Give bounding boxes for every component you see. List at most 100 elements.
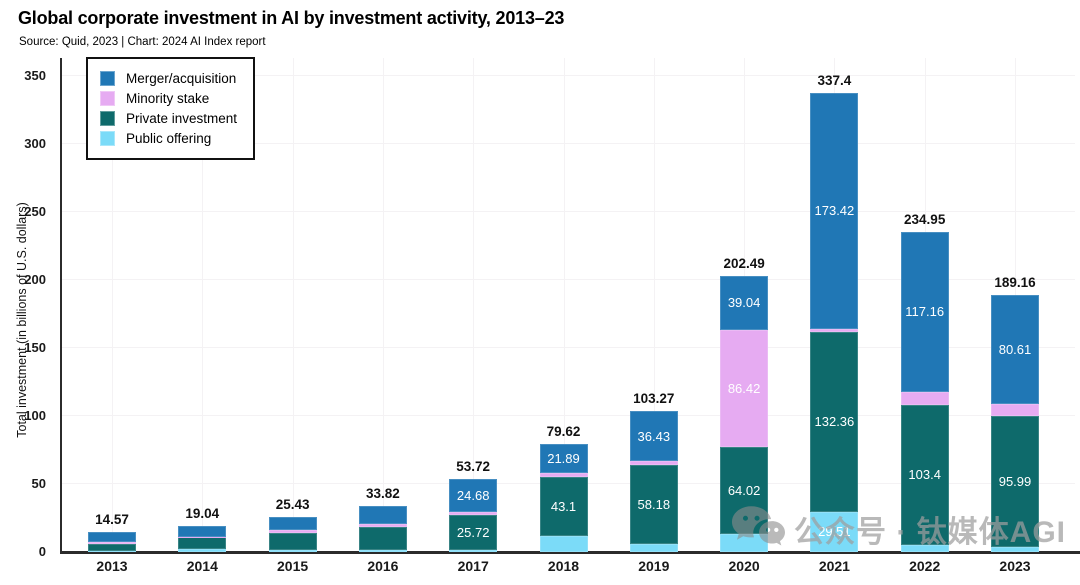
segment-value-label: 173.42	[814, 203, 855, 219]
x-tick-label: 2018	[547, 558, 580, 574]
bar-segment-private-investment: 103.4	[900, 404, 949, 546]
bar-segment-minority-stake	[88, 541, 136, 544]
gridline-vertical	[202, 58, 204, 552]
y-axis-line	[60, 58, 62, 552]
bar-segment-merger-acquisition	[178, 526, 227, 537]
legend-swatch	[100, 91, 115, 106]
y-tick-label: 250	[24, 203, 46, 219]
bar-segment-public-offering	[88, 550, 136, 552]
bar-segment-minority-stake	[268, 530, 317, 533]
bar-total-label: 14.57	[95, 512, 129, 528]
y-tick-label: 200	[24, 271, 46, 287]
gridline-horizontal	[62, 210, 1075, 212]
watermark-text: 公众号 · 钛媒体AGI	[794, 515, 1066, 549]
legend-item-minority-stake: Minority stake	[100, 90, 237, 107]
gridline-horizontal	[62, 414, 1075, 416]
x-tick-label: 2013	[96, 558, 128, 574]
bar-segment-minority-stake	[991, 404, 1039, 417]
segment-value-label: 21.89	[547, 451, 580, 467]
bar-segment-private-investment: 25.72	[449, 514, 498, 550]
bar-segment-merger-acquisition: 173.42	[810, 92, 859, 329]
bar-segment-private-investment: 58.18	[629, 465, 678, 545]
gridline-vertical	[563, 58, 565, 552]
legend-item-public-offering: Public offering	[100, 130, 237, 147]
bar-segment-public-offering: 29.51	[810, 511, 859, 552]
gridline-horizontal	[62, 142, 1075, 144]
segment-value-label: 29.51	[818, 524, 851, 540]
y-tick-label: 150	[24, 339, 46, 355]
bar-segment-private-investment: 95.99	[991, 416, 1039, 547]
legend-swatch	[100, 111, 115, 126]
bar-total-label: 53.72	[456, 458, 491, 474]
segment-value-label: 86.42	[727, 380, 761, 396]
bar-segment-minority-stake	[358, 523, 407, 527]
legend: Merger/acquisition Minority stake Private …	[86, 57, 256, 160]
bar-segment-public-offering	[539, 536, 588, 552]
bar-segment-merger-acquisition: 80.61	[991, 294, 1039, 405]
bar-total-label: 79.62	[546, 423, 581, 439]
x-axis-line	[60, 551, 1080, 554]
segment-value-label: 39.04	[727, 295, 761, 311]
bar-segment-merger-acquisition	[268, 517, 317, 531]
x-tick-label: 2017	[457, 558, 489, 574]
segment-value-label: 36.43	[637, 428, 671, 444]
bar-segment-merger-acquisition	[88, 532, 136, 542]
segment-value-label: 24.68	[456, 488, 490, 504]
x-axis-ticks: 2013 2014 2015 2016 2017 2018 2019 2020 2021 2022…	[62, 558, 1075, 580]
segment-value-label: 95.99	[998, 473, 1032, 489]
segment-value-label: 25.72	[456, 524, 490, 540]
bar-segment-private-investment	[88, 543, 136, 551]
plot-area: 14.57 19.04 25.43 33.82 25.72 24.68 53.72 43.1 2…	[60, 58, 1080, 554]
x-tick-label: 2019	[638, 558, 670, 574]
y-tick-label: 0	[38, 544, 46, 559]
bar-total-label: 189.16	[994, 274, 1036, 290]
bar-total-label: 25.43	[275, 497, 310, 513]
legend-item-merger-acquisition: Merger/acquisition	[100, 70, 237, 87]
segment-value-label: 43.1	[550, 499, 577, 515]
bar-total-label: 19.04	[185, 506, 220, 522]
gridline-horizontal	[62, 278, 1075, 280]
bar-total-label: 234.95	[904, 212, 946, 228]
x-tick-label: 2015	[277, 558, 309, 574]
y-tick-label: 350	[24, 67, 46, 83]
bar-segment-merger-acquisition: 39.04	[720, 276, 769, 330]
gridline-vertical	[382, 58, 384, 552]
bar-segment-merger-acquisition: 21.89	[539, 443, 588, 474]
legend-label: Merger/acquisition	[126, 71, 237, 86]
bar-total-label: 202.49	[723, 256, 765, 272]
x-tick-label: 2021	[818, 558, 850, 574]
bar-segment-minority-stake	[539, 473, 588, 478]
bar-segment-private-investment	[358, 526, 407, 550]
bar-segment-public-offering	[449, 549, 498, 552]
x-tick-label: 2014	[186, 558, 218, 574]
bar-segment-minority-stake	[629, 461, 678, 466]
bar-segment-merger-acquisition	[358, 505, 407, 524]
bar-segment-merger-acquisition: 117.16	[900, 232, 949, 392]
legend-swatch	[100, 131, 115, 146]
watermark: 公众号 · 钛媒体AGI	[731, 504, 1066, 553]
bar-segment-minority-stake: 86.42	[720, 329, 769, 448]
segment-value-label: 80.61	[998, 341, 1032, 357]
bar-segment-public-offering	[900, 545, 949, 552]
wechat-icon	[731, 504, 785, 553]
x-tick-label: 2022	[909, 558, 941, 574]
y-tick-label: 100	[24, 407, 46, 423]
bar-segment-minority-stake	[810, 328, 859, 332]
bar-segment-private-investment	[178, 536, 227, 549]
legend-label: Public offering	[126, 131, 212, 146]
segment-value-label: 58.18	[637, 497, 671, 513]
bar-segment-public-offering	[629, 544, 678, 552]
bar-total-label: 33.82	[365, 485, 400, 501]
x-tick-label: 2020	[728, 558, 760, 574]
bar-segment-private-investment: 132.36	[810, 331, 859, 512]
bar-segment-public-offering	[268, 550, 317, 552]
x-tick-label: 2023	[999, 558, 1031, 574]
gridline-horizontal	[62, 346, 1075, 348]
bar-segment-public-offering	[178, 548, 227, 552]
chart-title: Global corporate investment in AI by inv…	[18, 8, 565, 28]
bar-total-label: 103.27	[633, 391, 675, 407]
bar-segment-private-investment	[268, 532, 317, 551]
bar-segment-private-investment: 43.1	[539, 477, 588, 537]
bar-segment-public-offering	[720, 534, 769, 552]
